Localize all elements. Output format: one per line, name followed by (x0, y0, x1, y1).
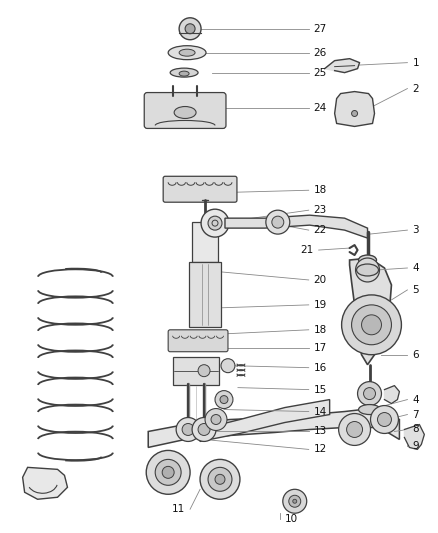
Circle shape (352, 305, 392, 345)
Circle shape (342, 295, 401, 355)
Circle shape (378, 413, 392, 426)
Circle shape (289, 495, 301, 507)
Text: 15: 15 (314, 385, 327, 394)
Text: 14: 14 (314, 407, 327, 416)
Polygon shape (200, 400, 330, 441)
Circle shape (356, 258, 379, 282)
Text: 12: 12 (314, 445, 327, 455)
Circle shape (179, 18, 201, 40)
Circle shape (352, 110, 357, 117)
Text: 1: 1 (413, 58, 419, 68)
Polygon shape (325, 59, 360, 72)
FancyBboxPatch shape (144, 93, 226, 128)
Circle shape (182, 424, 194, 435)
Circle shape (371, 406, 399, 433)
Text: 23: 23 (314, 205, 327, 215)
Circle shape (272, 216, 284, 228)
Text: 17: 17 (314, 343, 327, 353)
Text: 7: 7 (413, 409, 419, 419)
Text: 27: 27 (314, 24, 327, 34)
Text: 22: 22 (314, 225, 327, 235)
Text: 25: 25 (314, 68, 327, 78)
Polygon shape (350, 258, 392, 365)
Polygon shape (148, 408, 399, 447)
Circle shape (215, 474, 225, 484)
Text: 13: 13 (314, 426, 327, 437)
Ellipse shape (174, 107, 196, 118)
Text: 21: 21 (300, 245, 314, 255)
Text: 4: 4 (413, 394, 419, 405)
Circle shape (283, 489, 307, 513)
Circle shape (198, 365, 210, 377)
Text: 11: 11 (172, 504, 185, 514)
Ellipse shape (179, 71, 189, 76)
Circle shape (200, 459, 240, 499)
Circle shape (208, 467, 232, 491)
Circle shape (146, 450, 190, 494)
FancyBboxPatch shape (173, 357, 219, 385)
Text: 4: 4 (413, 263, 419, 273)
Circle shape (176, 417, 200, 441)
Text: 24: 24 (314, 102, 327, 112)
Text: 18: 18 (314, 185, 327, 195)
Text: 3: 3 (413, 225, 419, 235)
Ellipse shape (170, 68, 198, 77)
Circle shape (208, 216, 222, 230)
Text: 5: 5 (413, 285, 419, 295)
Circle shape (198, 424, 210, 435)
Text: 19: 19 (314, 300, 327, 310)
Polygon shape (23, 467, 67, 499)
Text: 20: 20 (314, 275, 327, 285)
FancyBboxPatch shape (192, 222, 218, 262)
Polygon shape (225, 215, 367, 238)
Circle shape (192, 417, 216, 441)
Text: 6: 6 (413, 350, 419, 360)
Polygon shape (385, 385, 399, 403)
Ellipse shape (179, 49, 195, 56)
Text: 18: 18 (314, 325, 327, 335)
Circle shape (215, 391, 233, 409)
FancyBboxPatch shape (189, 262, 221, 327)
Ellipse shape (357, 264, 378, 276)
Ellipse shape (168, 46, 206, 60)
Text: 16: 16 (314, 362, 327, 373)
Circle shape (162, 466, 174, 478)
FancyBboxPatch shape (163, 176, 237, 202)
Ellipse shape (359, 405, 381, 415)
Text: 10: 10 (285, 514, 298, 524)
Text: 9: 9 (413, 441, 419, 451)
Circle shape (346, 422, 363, 438)
Text: 8: 8 (413, 424, 419, 434)
Circle shape (221, 359, 235, 373)
Circle shape (220, 395, 228, 403)
Ellipse shape (359, 255, 377, 265)
Polygon shape (335, 92, 374, 126)
Circle shape (339, 414, 371, 446)
Circle shape (357, 382, 381, 406)
Circle shape (266, 210, 290, 234)
Circle shape (155, 459, 181, 486)
Circle shape (361, 315, 381, 335)
Circle shape (364, 387, 375, 400)
FancyBboxPatch shape (168, 330, 228, 352)
Text: 26: 26 (314, 47, 327, 58)
Circle shape (201, 209, 229, 237)
Polygon shape (404, 424, 424, 449)
Circle shape (293, 499, 297, 503)
Circle shape (185, 24, 195, 34)
Circle shape (205, 409, 227, 431)
Text: 2: 2 (413, 84, 419, 94)
Circle shape (211, 415, 221, 424)
